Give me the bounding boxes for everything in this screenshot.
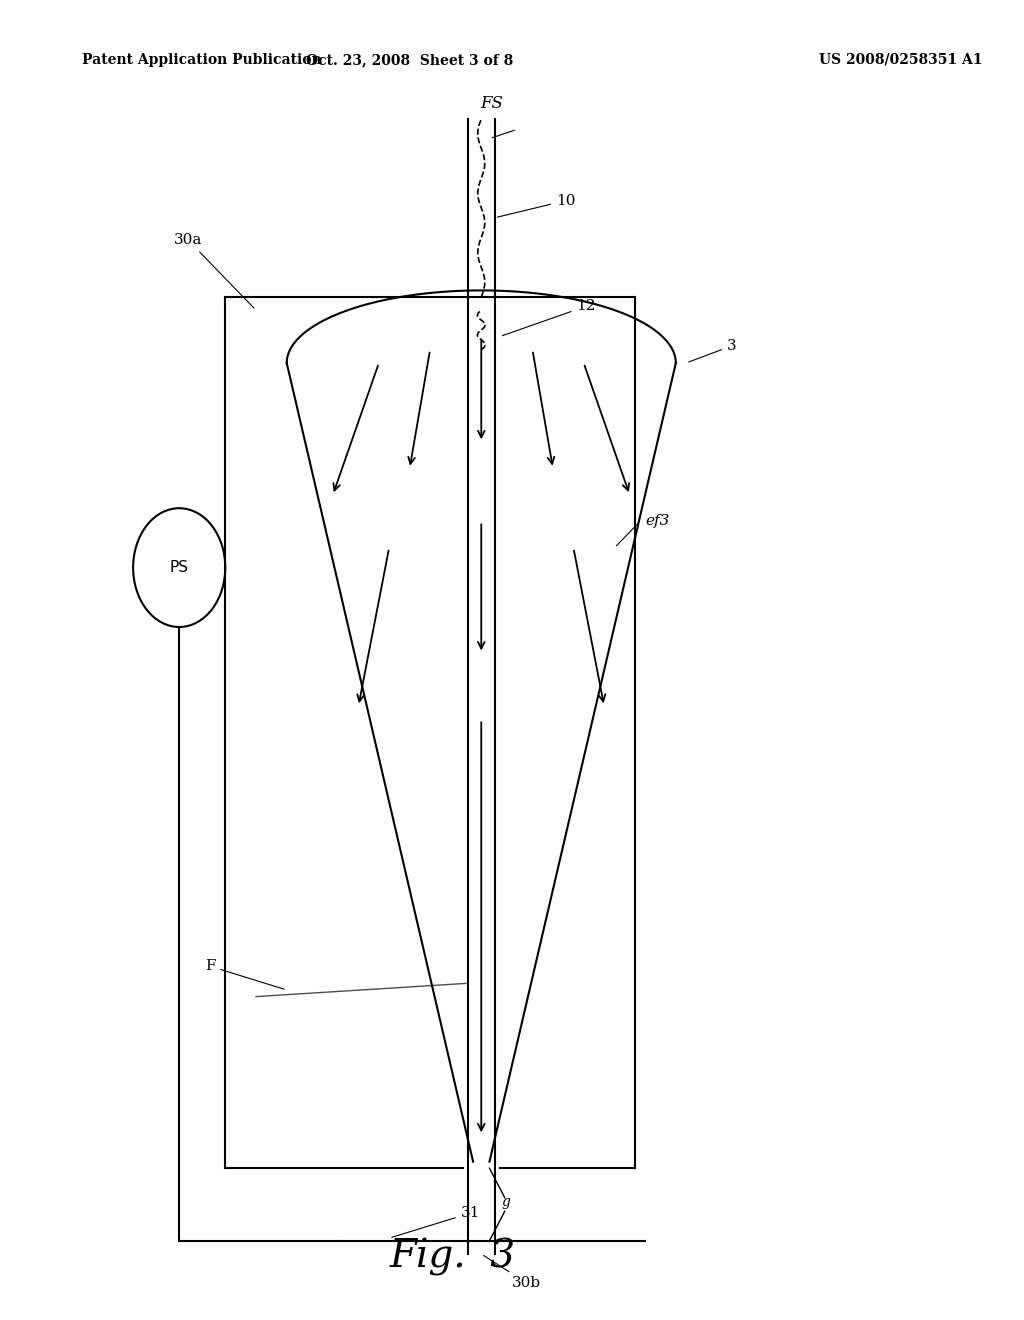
Text: g: g: [502, 1195, 511, 1209]
Text: FS: FS: [480, 95, 503, 112]
Text: 12: 12: [503, 300, 596, 335]
Text: 30a: 30a: [174, 234, 254, 308]
Text: 10: 10: [498, 194, 575, 218]
Text: Oct. 23, 2008  Sheet 3 of 8: Oct. 23, 2008 Sheet 3 of 8: [306, 53, 513, 67]
Text: 30b: 30b: [483, 1255, 541, 1290]
Text: Fig.  3: Fig. 3: [389, 1238, 515, 1275]
Text: 31: 31: [392, 1206, 480, 1237]
Text: F: F: [205, 960, 284, 989]
Text: US 2008/0258351 A1: US 2008/0258351 A1: [819, 53, 983, 67]
Text: PS: PS: [170, 560, 188, 576]
Text: 3: 3: [689, 339, 736, 362]
Text: Patent Application Publication: Patent Application Publication: [82, 53, 322, 67]
Text: ef3: ef3: [645, 515, 670, 528]
